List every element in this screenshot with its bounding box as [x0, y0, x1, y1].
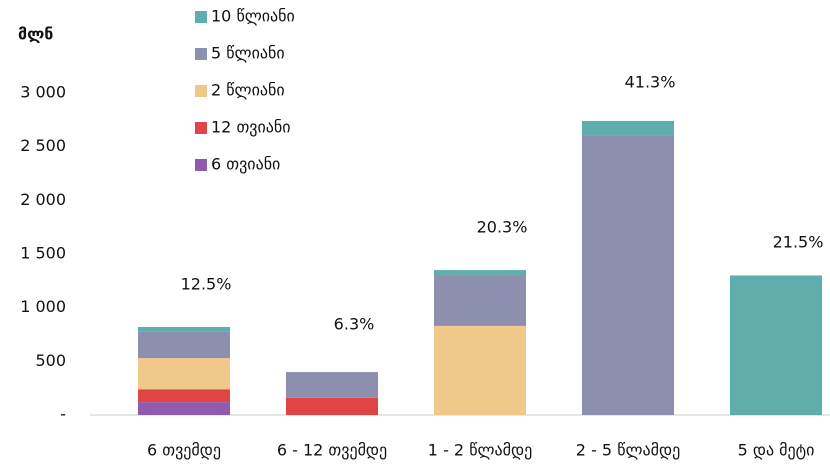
- bar-segment: [286, 372, 378, 398]
- legend-swatch: [195, 159, 207, 171]
- bar-segment: [286, 397, 378, 415]
- x-tick-label: 5 და მეტი: [738, 441, 815, 460]
- x-tick-label: 6 თვემდე: [147, 441, 221, 460]
- annotation: 12.5%: [181, 275, 232, 294]
- annotation: 6.3%: [334, 315, 375, 334]
- bar-segment: [138, 331, 230, 359]
- legend-swatch: [195, 48, 207, 60]
- legend-swatch: [195, 122, 207, 134]
- y-tick-label: 500: [35, 351, 66, 370]
- y-axis-label: მლნ: [18, 25, 53, 44]
- legend-swatch: [195, 11, 207, 23]
- bar-segment: [138, 402, 230, 415]
- annotation: 20.3%: [477, 218, 528, 237]
- y-tick-label: 2 000: [20, 190, 66, 209]
- legend-label: 2 წლიანი: [211, 81, 285, 100]
- y-tick-label: 1 500: [20, 244, 66, 263]
- bar-segment: [138, 358, 230, 390]
- annotation: 41.3%: [625, 73, 676, 92]
- x-tick-label: 6 - 12 თვემდე: [277, 441, 387, 460]
- legend-label: 5 წლიანი: [211, 44, 285, 63]
- bar-segment: [138, 389, 230, 403]
- y-tick-label: -: [60, 405, 66, 424]
- bar-segment: [582, 120, 674, 136]
- y-tick-label: 2 500: [20, 136, 66, 155]
- annotation: 21.5%: [773, 233, 824, 252]
- bar-segment: [582, 135, 674, 415]
- bar-segment: [434, 270, 526, 277]
- bar-segment: [434, 325, 526, 415]
- bar-segment: [434, 276, 526, 326]
- x-tick-label: 1 - 2 წლამდე: [428, 441, 532, 460]
- y-tick-label: 1 000: [20, 297, 66, 316]
- bar-segment: [730, 275, 822, 415]
- legend-label: 6 თვიანი: [211, 155, 280, 174]
- legend-label: 12 თვიანი: [211, 118, 291, 137]
- y-tick-label: 3 000: [20, 83, 66, 102]
- legend-swatch: [195, 85, 207, 97]
- x-tick-label: 2 - 5 წლამდე: [576, 441, 680, 460]
- legend-label: 10 წლიანი: [211, 7, 295, 26]
- bar-segment: [138, 326, 230, 332]
